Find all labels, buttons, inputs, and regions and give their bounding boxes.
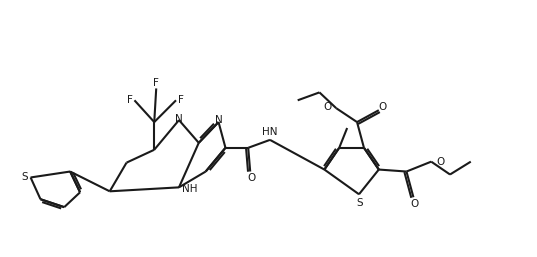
Text: N: N	[215, 115, 222, 125]
Text: N: N	[175, 114, 183, 124]
Text: S: S	[21, 172, 28, 182]
Text: F: F	[127, 95, 133, 105]
Text: O: O	[436, 157, 445, 167]
Text: HN: HN	[262, 127, 278, 137]
Text: F: F	[178, 95, 184, 105]
Text: O: O	[410, 199, 418, 209]
Text: S: S	[357, 198, 364, 208]
Text: O: O	[379, 102, 387, 112]
Text: F: F	[153, 78, 159, 88]
Text: O: O	[323, 102, 331, 112]
Text: O: O	[247, 173, 255, 183]
Text: NH: NH	[182, 184, 198, 194]
